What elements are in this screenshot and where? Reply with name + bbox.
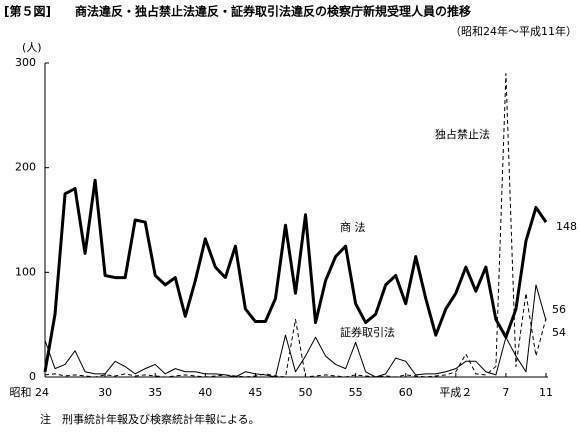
- y-tick-label: 0: [29, 370, 36, 383]
- note: 注 刑事統計年報及び検察統計年報による。: [40, 412, 260, 426]
- y-tick-label: 100: [15, 265, 36, 278]
- end-value-label: 56: [552, 303, 566, 316]
- series-line: [44, 284, 547, 378]
- series-label: 証券取引法: [340, 325, 395, 339]
- series-label: 独占禁止法: [435, 127, 490, 141]
- x-tick-label: 40: [198, 386, 212, 399]
- x-tick-label: 45: [248, 386, 262, 399]
- x-tick-label: 35: [148, 386, 162, 399]
- end-value-label: 54: [552, 326, 566, 339]
- subtitle: （昭和24年～平成11年）: [450, 24, 577, 38]
- y-tick-label: 300: [15, 56, 36, 69]
- x-tick-label: 11: [539, 386, 553, 399]
- x-tick-label: 昭和 24: [10, 386, 50, 399]
- series-line: [44, 72, 547, 378]
- y-unit: (人): [22, 41, 42, 54]
- series-label: 商 法: [340, 220, 366, 234]
- x-tick-label: 平成２: [439, 386, 472, 399]
- x-tick-label: 50: [299, 386, 313, 399]
- end-value-label: 148: [556, 220, 577, 233]
- chart-title: [第５図] 商法違反・独占禁止法違反・証券取引法違反の検察庁新規受理人員の推移: [4, 4, 471, 19]
- x-tick-label: 60: [399, 386, 413, 399]
- x-tick-label: 30: [98, 386, 112, 399]
- x-tick-label: 55: [349, 386, 363, 399]
- series-line: [43, 178, 548, 373]
- x-tick-label: 7: [502, 386, 509, 399]
- y-tick-label: 200: [15, 161, 36, 174]
